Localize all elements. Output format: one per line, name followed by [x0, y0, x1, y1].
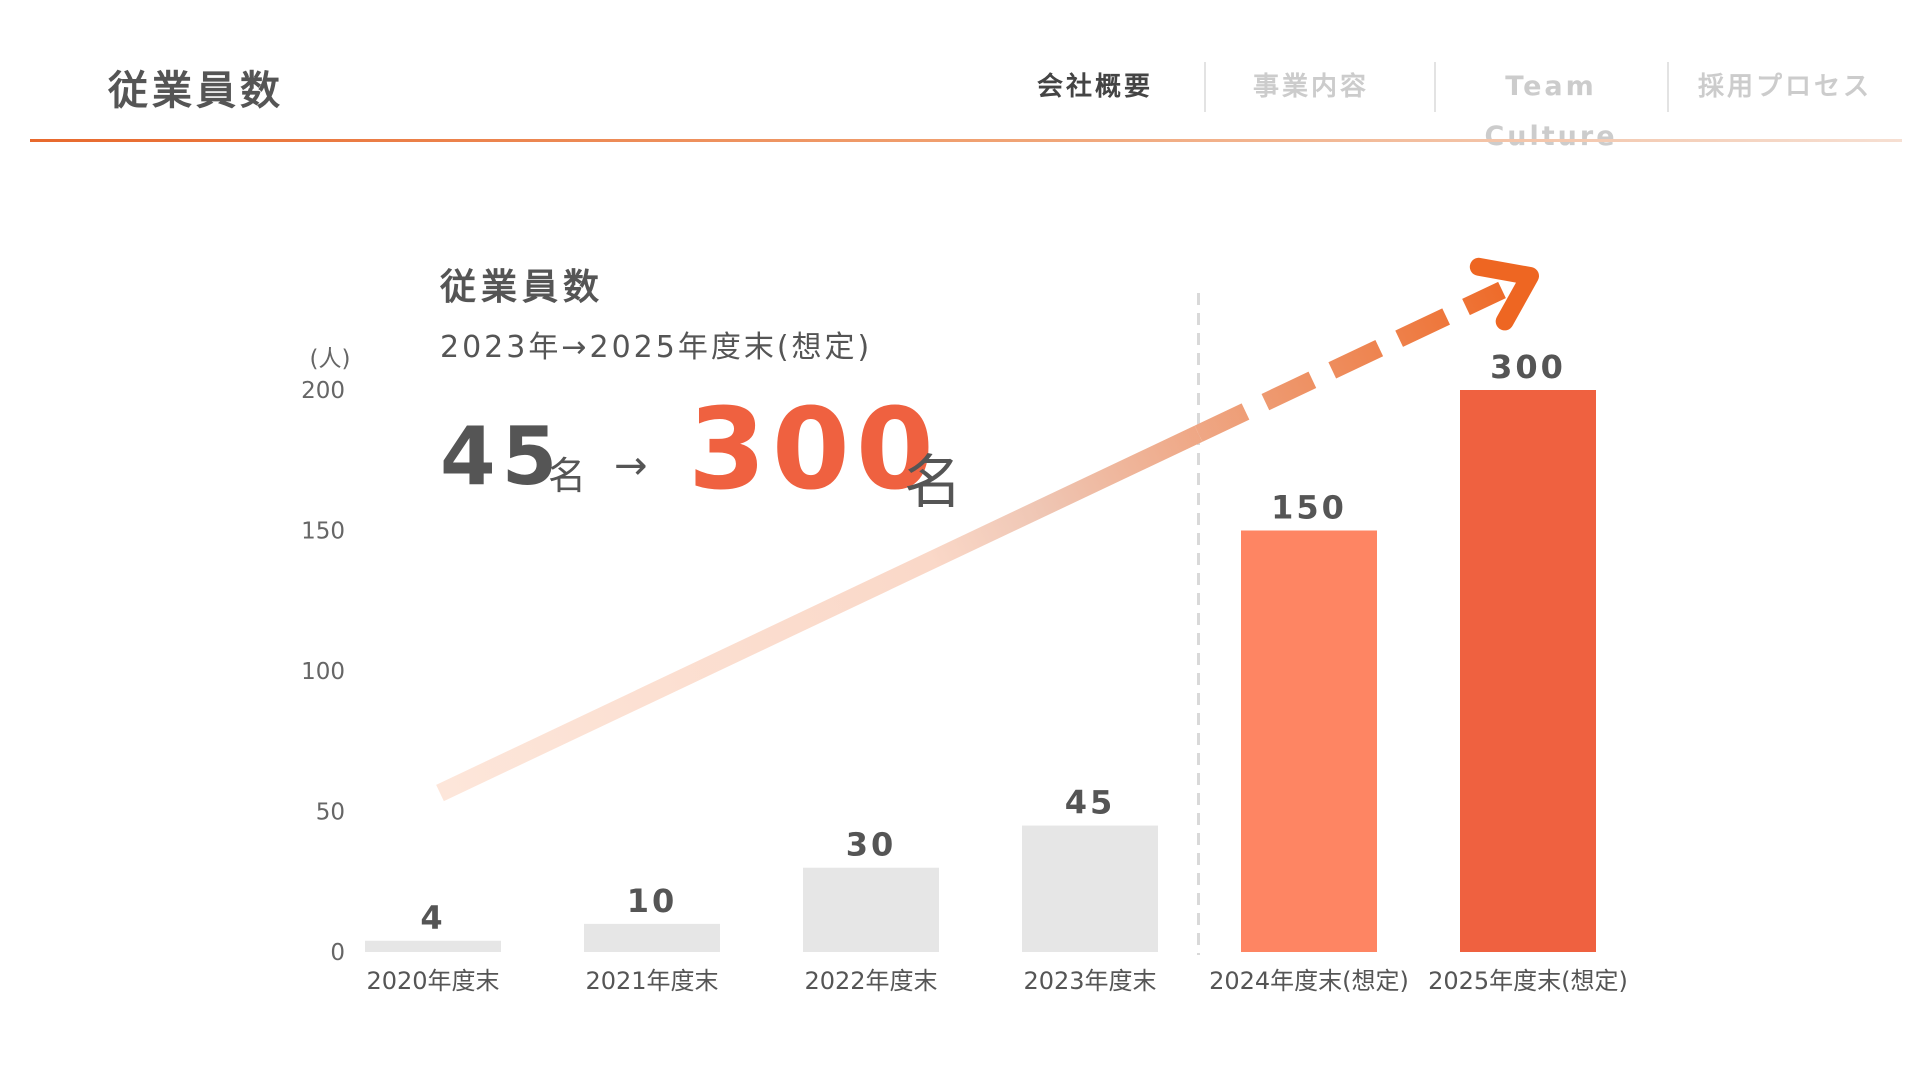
trend-line-forecast: [1194, 281, 1506, 442]
category-labels: 2020年度末 2021年度末 2022年度末 2023年度末 2024年度末(想定) 2…: [366, 967, 1627, 995]
category-label: 2025年度末(想定): [1428, 967, 1628, 995]
headline-to-unit: 名: [904, 448, 963, 516]
y-axis-unit: (人): [310, 346, 351, 372]
nav-item-company-overview[interactable]: 会社概要: [1036, 72, 1153, 102]
headline-arrow: →: [614, 443, 648, 489]
y-tick-label: 0: [330, 940, 345, 966]
bar-value-label: 30: [846, 826, 897, 864]
nav-item-recruiting-process[interactable]: 採用プロセス: [1697, 72, 1872, 102]
category-label: 2024年度末(想定): [1209, 967, 1409, 995]
y-tick-label: 100: [301, 659, 345, 685]
trend-arrowhead: [1469, 257, 1539, 331]
header-divider: [30, 139, 1902, 142]
top-nav: 会社概要 事業内容 Team Culture 採用プロセス: [0, 62, 1920, 152]
y-tick-label: 50: [316, 800, 345, 826]
nav-item-business[interactable]: 事業内容: [1252, 72, 1369, 102]
headline-from-value: 45: [440, 410, 564, 503]
y-tick-label: 150: [301, 519, 345, 545]
bar: [803, 867, 939, 952]
category-label: 2023年度末: [1023, 967, 1156, 995]
bar-value-label: 45: [1065, 784, 1116, 822]
bar-value-label: 4: [420, 899, 445, 937]
bar: [1022, 825, 1158, 952]
nav-divider: [1667, 62, 1669, 112]
y-tick-label: 200: [301, 378, 345, 404]
bars: [365, 293, 1596, 955]
nav-item-team-culture[interactable]: Team Culture: [1484, 71, 1618, 152]
bar-value-label: 10: [627, 882, 678, 920]
growth-period-label: 2023年→2025年度末(想定): [440, 330, 873, 365]
bar: [1241, 530, 1377, 952]
nav-divider: [1434, 62, 1436, 112]
nav-divider: [1204, 62, 1206, 112]
bar: [584, 923, 720, 952]
trend-line-actual: [436, 425, 1203, 802]
category-label: 2022年度末: [804, 967, 937, 995]
value-labels: 4 10 30 45 150 300: [420, 348, 1566, 937]
category-label: 2021年度末: [585, 967, 718, 995]
category-label: 2020年度末: [366, 967, 499, 995]
bar-value-label: 150: [1271, 489, 1347, 527]
bar: [1460, 390, 1596, 952]
y-axis: 0 50 100 150 200: [301, 378, 345, 966]
headline-to-value: 300: [688, 385, 940, 515]
trend-arrow: [436, 257, 1539, 802]
chart-subtitle: 従業員数: [440, 267, 605, 308]
page-title: 従業員数: [108, 68, 284, 114]
bar-value-label: 300: [1490, 348, 1566, 386]
bar: [365, 940, 501, 952]
headline-from-unit: 名: [548, 454, 587, 498]
